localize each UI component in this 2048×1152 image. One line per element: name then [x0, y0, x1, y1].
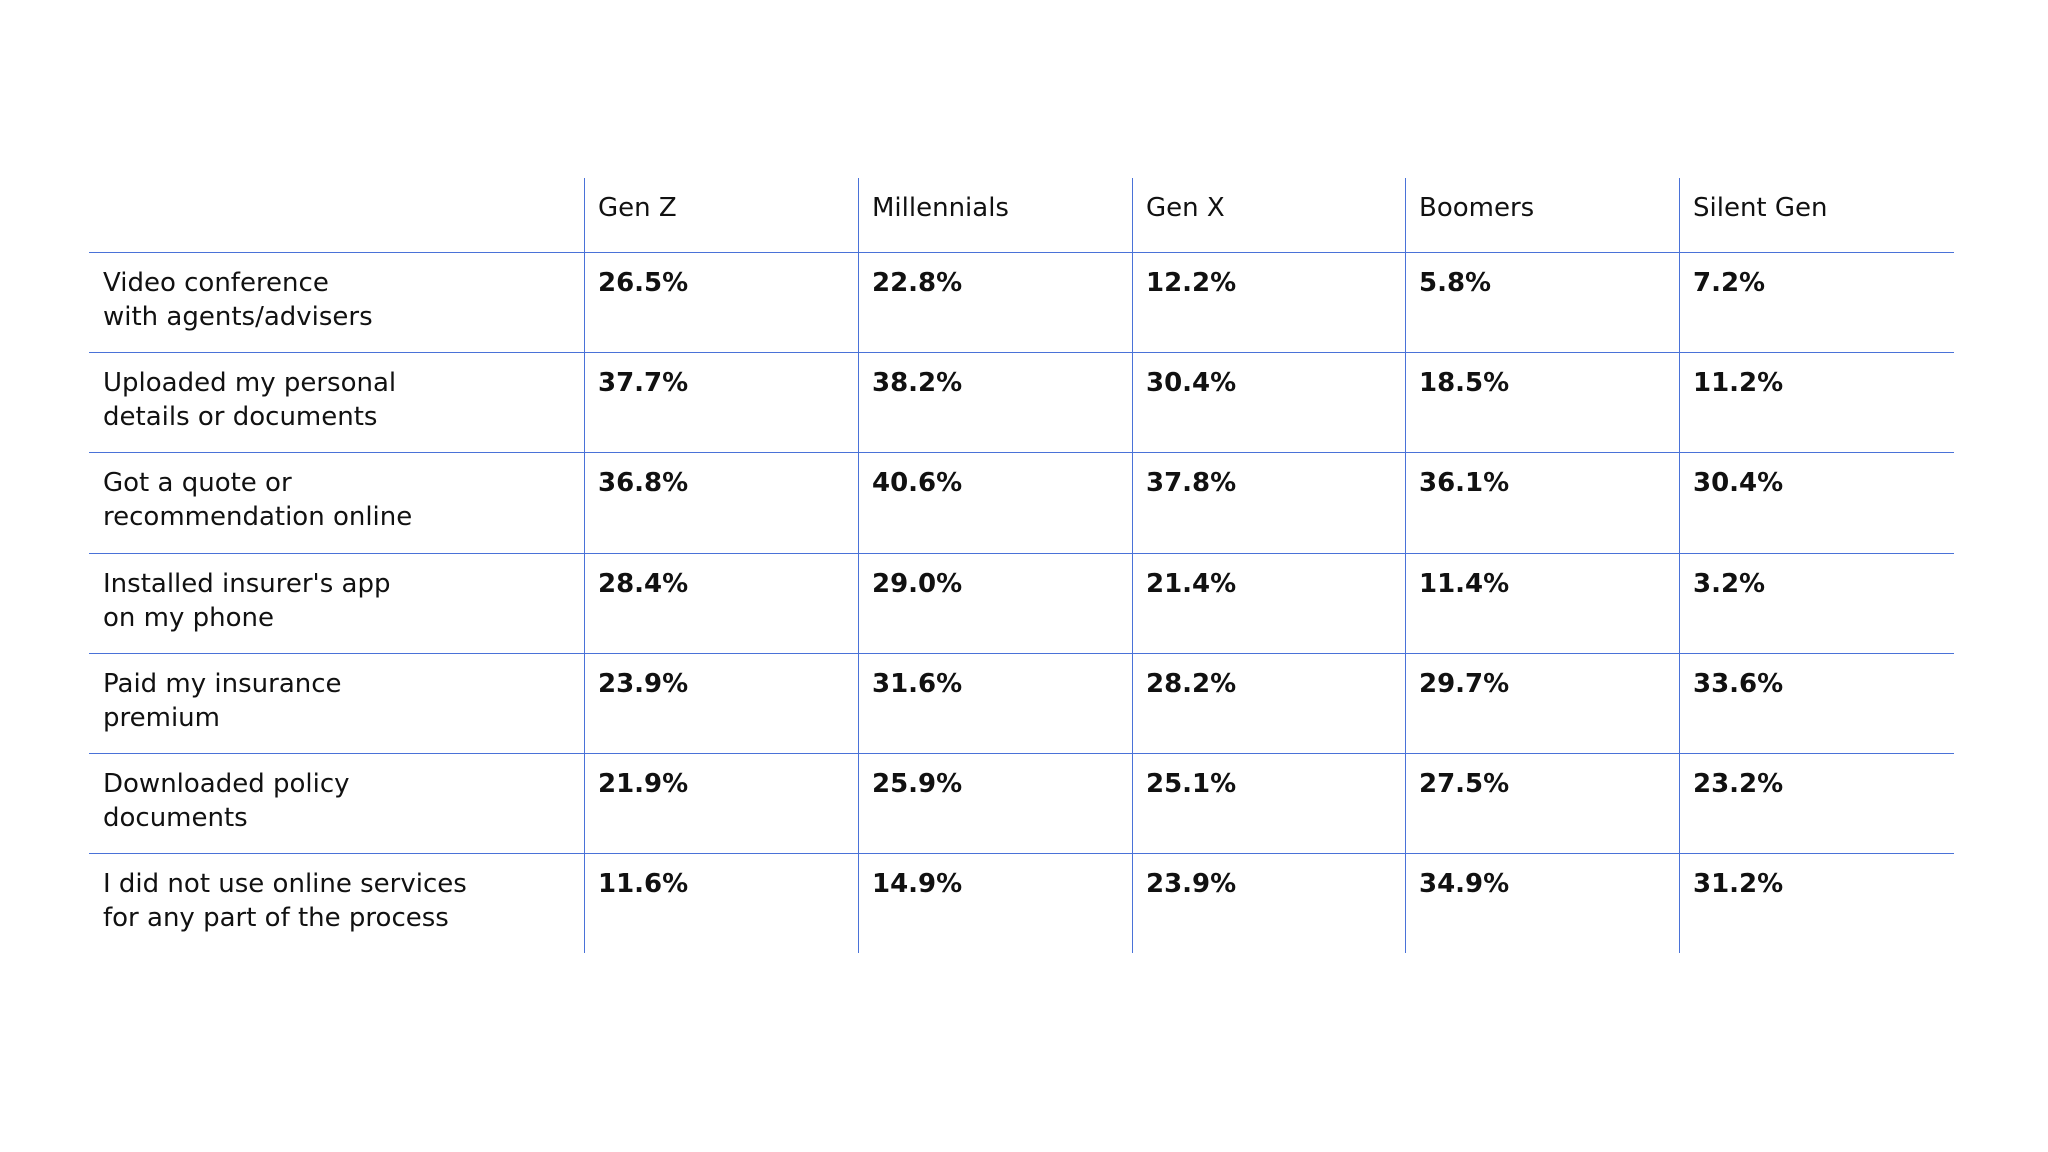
row-divider [89, 552, 1954, 554]
value-cell: 30.4% [1693, 468, 1784, 499]
value-cell: 14.9% [872, 869, 963, 900]
value-cell: 23.9% [1146, 869, 1237, 900]
column-header: Boomers [1419, 193, 1535, 223]
row-label: Uploaded my personal details or document… [103, 368, 397, 433]
value-cell: 21.4% [1146, 568, 1237, 599]
value-cell: 21.9% [598, 769, 689, 799]
value-cell: 11.4% [1419, 568, 1510, 599]
column-divider [858, 178, 859, 954]
value-cell: 38.2% [872, 368, 963, 399]
value-cell: 33.6% [1693, 668, 1784, 699]
row-label: Installed insurer's app on my phone [103, 568, 391, 633]
value-cell: 25.1% [1146, 769, 1237, 799]
column-header: Silent Gen [1693, 193, 1828, 223]
value-cell: 36.1% [1419, 468, 1510, 499]
row-divider [89, 652, 1954, 654]
column-header: Gen Z [598, 193, 677, 223]
row-divider [89, 753, 1954, 754]
value-cell: 11.2% [1693, 368, 1784, 399]
value-cell: 40.6% [872, 468, 963, 499]
value-cell: 7.2% [1693, 268, 1766, 298]
value-cell: 28.4% [598, 568, 689, 599]
value-cell: 18.5% [1419, 368, 1510, 399]
value-cell: 5.8% [1419, 268, 1492, 298]
value-cell: 37.8% [1146, 468, 1237, 499]
value-cell: 22.8% [872, 268, 963, 298]
value-cell: 31.2% [1693, 869, 1784, 900]
row-label: I did not use online services for any pa… [103, 869, 467, 934]
row-label: Paid my insurance premium [103, 668, 342, 733]
value-cell: 29.7% [1419, 668, 1510, 699]
value-cell: 25.9% [872, 769, 963, 799]
value-cell: 12.2% [1146, 268, 1237, 298]
value-cell: 23.2% [1693, 769, 1784, 799]
column-divider [1679, 178, 1680, 954]
row-divider [89, 452, 1954, 454]
value-cell: 37.7% [598, 368, 689, 399]
row-label: Got a quote or recommendation online [103, 468, 413, 533]
row-divider [89, 853, 1954, 855]
value-cell: 34.9% [1419, 869, 1510, 900]
row-divider [89, 352, 1954, 354]
value-cell: 28.2% [1146, 668, 1237, 699]
value-cell: 31.6% [872, 668, 963, 699]
column-divider [1132, 178, 1133, 954]
value-cell: 29.0% [872, 568, 963, 599]
value-cell: 26.5% [598, 268, 689, 298]
row-divider [89, 252, 1954, 253]
value-cell: 36.8% [598, 468, 689, 499]
column-divider [584, 178, 585, 954]
column-header: Millennials [872, 193, 1009, 223]
table: Gen Z Millennials Gen X Boomers Silent Gen Vi… [89, 178, 1954, 954]
row-label: Downloaded policy documents [103, 769, 350, 833]
value-cell: 3.2% [1693, 568, 1766, 599]
column-header: Gen X [1146, 193, 1225, 223]
row-label: Video conference with agents/advisers [103, 268, 373, 332]
value-cell: 27.5% [1419, 769, 1510, 799]
value-cell: 11.6% [598, 869, 689, 900]
value-cell: 30.4% [1146, 368, 1237, 399]
column-divider [1405, 178, 1406, 954]
value-cell: 23.9% [598, 668, 689, 699]
